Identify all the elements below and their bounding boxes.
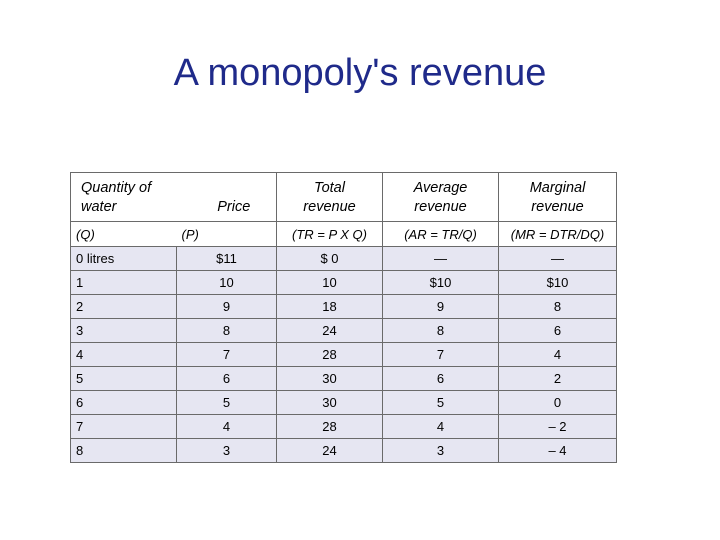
cell-total-revenue: 24: [276, 318, 383, 343]
symbol-quantity: (Q): [70, 221, 177, 247]
cell-marginal-revenue: —: [498, 246, 617, 271]
cell-marginal-revenue: $10: [498, 270, 617, 295]
header-quantity: Quantity of water: [70, 172, 177, 222]
cell-price: 5: [176, 390, 277, 415]
cell-quantity: 5: [70, 366, 177, 391]
table-row: 2 9 18 9 8: [70, 294, 617, 319]
cell-price: 6: [176, 366, 277, 391]
cell-price: 4: [176, 414, 277, 439]
symbol-row: (Q) (P) (TR = P X Q) (AR = TR/Q) (MR = D…: [70, 221, 617, 247]
cell-price: 8: [176, 318, 277, 343]
cell-price: 7: [176, 342, 277, 367]
cell-average-revenue: $10: [382, 270, 499, 295]
cell-average-revenue: 8: [382, 318, 499, 343]
cell-total-revenue: 28: [276, 342, 383, 367]
cell-quantity: 2: [70, 294, 177, 319]
table-row: 1 10 10 $10 $10: [70, 270, 617, 295]
cell-average-revenue: 3: [382, 438, 499, 463]
cell-marginal-revenue: 0: [498, 390, 617, 415]
cell-quantity: 6: [70, 390, 177, 415]
header-marginal-revenue: Marginal revenue: [498, 172, 617, 222]
cell-average-revenue: —: [382, 246, 499, 271]
cell-price: 9: [176, 294, 277, 319]
cell-marginal-revenue: 4: [498, 342, 617, 367]
header-row: Quantity of water Price Total revenue Av…: [70, 172, 617, 222]
cell-total-revenue: 30: [276, 390, 383, 415]
cell-price: 3: [176, 438, 277, 463]
table-row: 7 4 28 4– 2: [70, 414, 617, 439]
cell-quantity: 4: [70, 342, 177, 367]
cell-total-revenue: 10: [276, 270, 383, 295]
table-row: 0 litres $11 $ 0— —: [70, 246, 617, 271]
cell-total-revenue: $ 0: [276, 246, 383, 271]
cell-total-revenue: 30: [276, 366, 383, 391]
cell-average-revenue: 7: [382, 342, 499, 367]
cell-total-revenue: 24: [276, 438, 383, 463]
header-price: Price: [176, 172, 277, 222]
cell-marginal-revenue: – 2: [498, 414, 617, 439]
table-row: 4 7 28 7 4: [70, 342, 617, 367]
cell-price: 10: [176, 270, 277, 295]
table-row: 3 8 24 8 6: [70, 318, 617, 343]
cell-average-revenue: 4: [382, 414, 499, 439]
cell-average-revenue: 5: [382, 390, 499, 415]
cell-marginal-revenue: 6: [498, 318, 617, 343]
cell-quantity: 7: [70, 414, 177, 439]
cell-marginal-revenue: 8: [498, 294, 617, 319]
header-total-revenue: Total revenue: [276, 172, 383, 222]
table-row: 5 6 30 6 2: [70, 366, 617, 391]
header-average-revenue: Average revenue: [382, 172, 499, 222]
cell-marginal-revenue: – 4: [498, 438, 617, 463]
cell-average-revenue: 9: [382, 294, 499, 319]
cell-total-revenue: 28: [276, 414, 383, 439]
symbol-price: (P): [176, 221, 277, 247]
cell-quantity: 1: [70, 270, 177, 295]
cell-marginal-revenue: 2: [498, 366, 617, 391]
cell-quantity: 8: [70, 438, 177, 463]
symbol-marginal-revenue: (MR = DTR/DQ): [498, 221, 617, 247]
cell-total-revenue: 18: [276, 294, 383, 319]
cell-price: $11: [176, 246, 277, 271]
cell-quantity: 3: [70, 318, 177, 343]
revenue-table: Quantity of water Price Total revenue Av…: [70, 172, 617, 463]
symbol-average-revenue: (AR = TR/Q): [382, 221, 499, 247]
symbol-total-revenue: (TR = P X Q): [276, 221, 383, 247]
table-row: 8 3 24 3– 4: [70, 438, 617, 463]
page-title: A monopoly's revenue: [173, 52, 547, 94]
cell-average-revenue: 6: [382, 366, 499, 391]
cell-quantity: 0 litres: [70, 246, 177, 271]
table-row: 6 5 30 5 0: [70, 390, 617, 415]
